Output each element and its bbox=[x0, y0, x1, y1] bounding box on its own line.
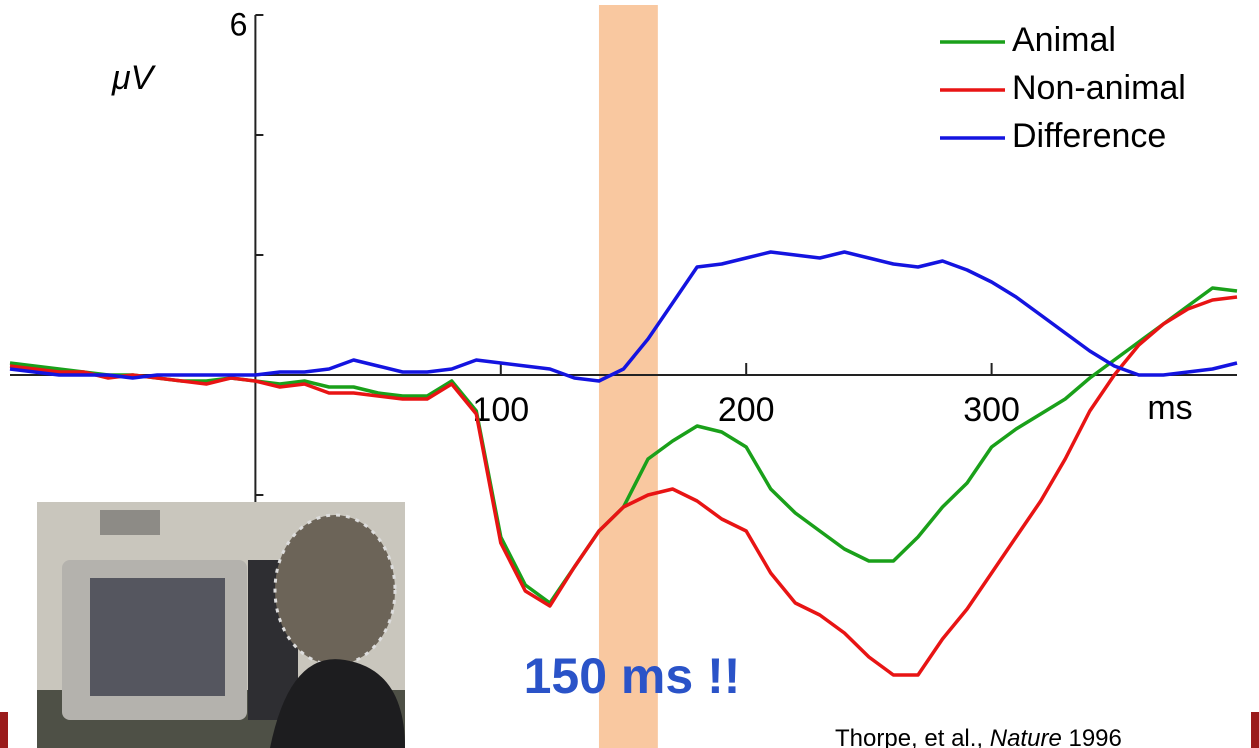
slide-edge bbox=[0, 712, 8, 748]
legend-label: Animal bbox=[1012, 21, 1116, 59]
slide-edge bbox=[1251, 712, 1259, 748]
citation-year: 1996 bbox=[1068, 725, 1121, 748]
y-axis-label: μV bbox=[111, 59, 157, 97]
citation-journal: Nature bbox=[990, 725, 1062, 748]
x-tick-label: 300 bbox=[963, 391, 1020, 429]
photo-screen bbox=[90, 578, 225, 696]
annotation: 150 ms !! bbox=[524, 648, 741, 704]
x-tick-label: 100 bbox=[472, 391, 529, 429]
data-line bbox=[9, 250, 1238, 383]
x-unit-label: ms bbox=[1147, 389, 1192, 427]
photo-cap bbox=[273, 513, 397, 667]
eeg-photo bbox=[37, 502, 405, 748]
y-tick-label: 6 bbox=[230, 6, 248, 42]
data-line bbox=[9, 295, 1238, 677]
legend-label: Non-animal bbox=[1012, 69, 1186, 107]
legend-label: Difference bbox=[1012, 117, 1166, 155]
x-tick-label: 200 bbox=[718, 391, 775, 429]
photo-sign bbox=[100, 510, 160, 535]
citation-authors: Thorpe, et al., bbox=[835, 725, 983, 748]
photo-person bbox=[270, 659, 405, 748]
citation: Thorpe, et al., Nature 1996 bbox=[835, 725, 1122, 748]
plot: 6 100 200 300 bbox=[9, 5, 1238, 748]
